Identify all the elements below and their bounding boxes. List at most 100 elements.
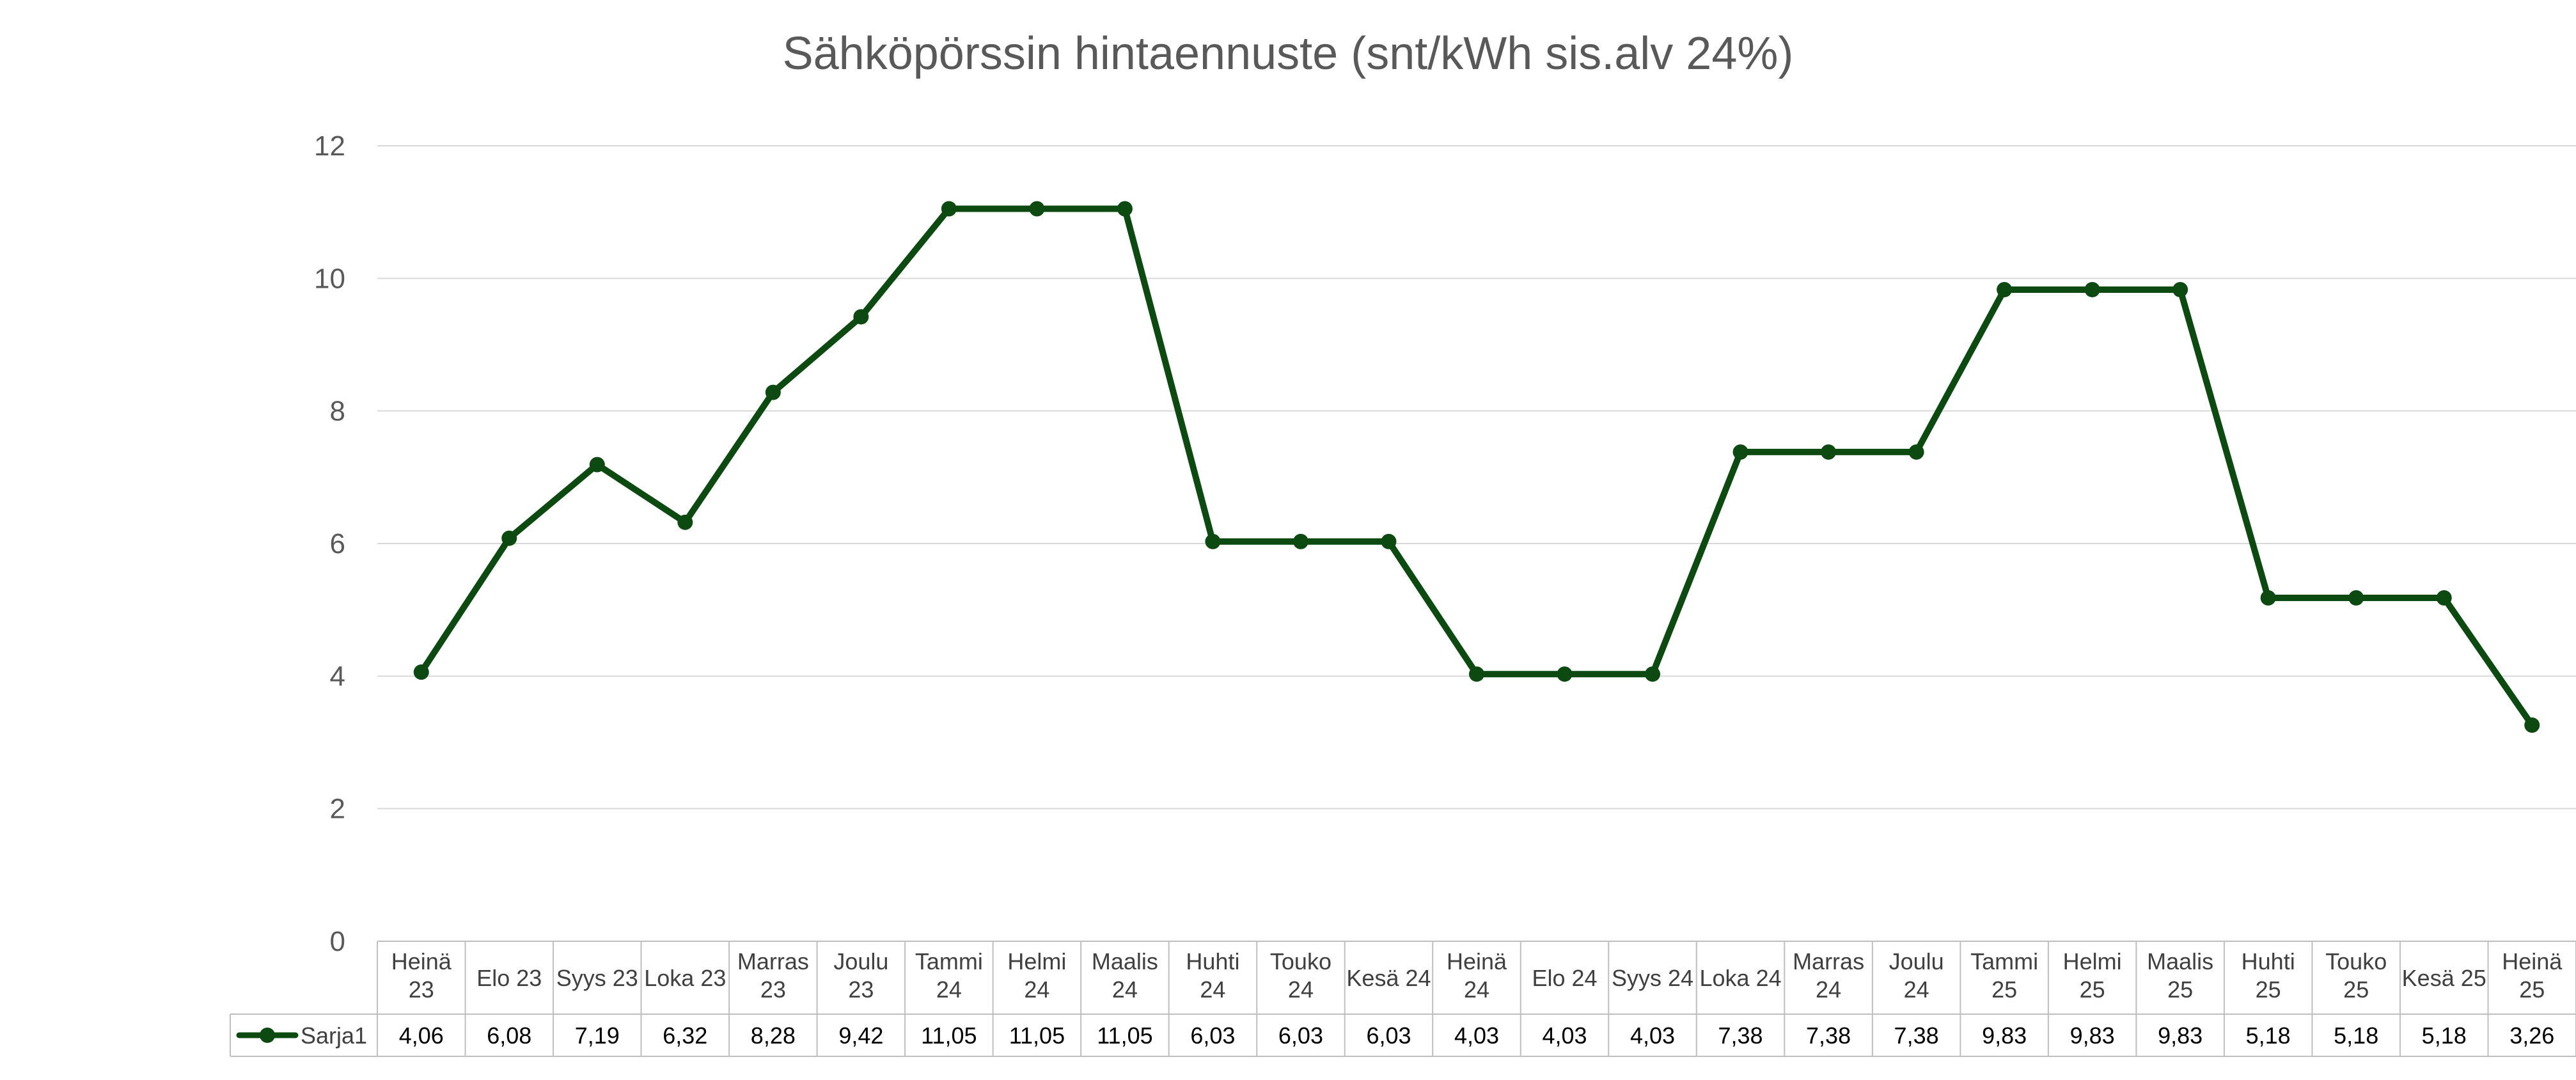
category-label-line: 24 <box>1200 976 1225 1003</box>
data-table-value: 4,03 <box>1542 1022 1587 1049</box>
legend-marker <box>260 1028 275 1043</box>
legend-label: Sarja1 <box>301 1022 367 1049</box>
data-point <box>1732 444 1748 460</box>
data-point <box>1381 533 1397 549</box>
category-label-line: 25 <box>2167 976 2193 1003</box>
data-table-value: 3,26 <box>2509 1022 2554 1049</box>
data-table-value: 5,18 <box>2422 1022 2467 1049</box>
category-label: Joulu 23 <box>833 948 888 1003</box>
y-tick-label: 4 <box>330 661 345 692</box>
data-point <box>589 457 605 473</box>
category-label: Syys 23 <box>556 965 638 991</box>
y-tick-label: 10 <box>314 263 345 294</box>
category-label-line: Maalis <box>2147 948 2213 974</box>
data-table <box>230 941 2576 1057</box>
data-table-value: 6,03 <box>1190 1022 1235 1049</box>
data-point <box>1908 444 1924 460</box>
data-table-value: 11,05 <box>921 1022 977 1049</box>
data-table-value: 7,19 <box>575 1022 620 1049</box>
data-point <box>1557 666 1573 682</box>
category-label: Touko 25 <box>2325 948 2387 1003</box>
y-tick-label: 8 <box>330 396 345 427</box>
data-point <box>1469 666 1484 682</box>
category-label: Marras 24 <box>1793 948 1864 1003</box>
category-label: Marras 23 <box>737 948 809 1003</box>
category-label: Helmi 24 <box>1007 948 1066 1003</box>
data-table-value: 7,38 <box>1806 1022 1851 1049</box>
category-label-line: Helmi <box>1007 948 1066 974</box>
category-label-line: 25 <box>2343 976 2369 1003</box>
category-label-line: 24 <box>936 976 962 1003</box>
series-line <box>418 205 2536 728</box>
category-label: Huhti 25 <box>2242 948 2295 1003</box>
category-label-line: 24 <box>1816 976 1841 1003</box>
category-label-line: Tammi <box>1970 948 2038 974</box>
gridlines <box>377 145 2576 810</box>
data-point <box>1292 533 1308 549</box>
data-point <box>1645 666 1661 682</box>
data-table-value: 9,83 <box>2070 1022 2115 1049</box>
category-label: Heinä 25 <box>2502 948 2563 1003</box>
data-point <box>501 530 517 546</box>
data-point <box>2348 590 2364 606</box>
category-label: Loka 24 <box>1700 965 1782 991</box>
data-point <box>677 514 693 530</box>
category-label-line: 24 <box>1112 976 1138 1003</box>
category-label: Kesä 24 <box>1346 965 1431 991</box>
data-table-value: 9,42 <box>838 1022 883 1049</box>
y-tick-label: 6 <box>330 528 345 560</box>
category-label-line: Heinä <box>391 948 452 974</box>
category-label-line: Helmi <box>2063 948 2122 974</box>
category-label-line: 24 <box>1904 976 1929 1003</box>
category-label-line: Heinä <box>2502 948 2563 974</box>
category-label-line: 23 <box>848 976 874 1003</box>
category-label: Helmi 25 <box>2063 948 2122 1003</box>
data-table-value: 11,05 <box>1097 1022 1152 1049</box>
data-table-value: 5,18 <box>2334 1022 2378 1049</box>
category-label-line: Joulu <box>1889 948 1944 974</box>
category-label: Loka 23 <box>644 965 726 991</box>
data-table-value: 8,28 <box>751 1022 796 1049</box>
data-point <box>1029 201 1045 217</box>
data-table-value: 11,05 <box>1009 1022 1065 1049</box>
category-label: Tammi 25 <box>1970 948 2038 1003</box>
data-table-value: 7,38 <box>1894 1022 1939 1049</box>
category-label: Heinä 23 <box>391 948 452 1003</box>
y-tick-label: 0 <box>330 926 345 957</box>
category-label-line: Tammi <box>915 948 983 974</box>
data-table-value: 4,03 <box>1454 1022 1499 1049</box>
data-point <box>1205 533 1221 549</box>
data-table-value: 7,38 <box>1718 1022 1763 1049</box>
category-label: Huhti 24 <box>1186 948 1239 1003</box>
data-table-value: 6,08 <box>487 1022 531 1049</box>
data-point <box>1997 281 2013 297</box>
y-tick-label: 2 <box>330 794 345 825</box>
data-point <box>2084 281 2100 297</box>
data-table-value: 4,06 <box>399 1022 444 1049</box>
category-label-line: 25 <box>2256 976 2281 1003</box>
category-label-line: Heinä <box>1447 948 1507 974</box>
category-label-line: Marras <box>1793 948 1864 974</box>
chart-title: Sähköpörssin hintaennuste (snt/kWh sis.a… <box>783 28 1794 79</box>
category-label-line: Marras <box>737 948 809 974</box>
category-label-line: 24 <box>1024 976 1049 1003</box>
category-label: Heinä 24 <box>1447 948 1507 1003</box>
data-point <box>853 309 869 325</box>
data-table-value: 6,32 <box>663 1022 707 1049</box>
data-table-value: 5,18 <box>2246 1022 2291 1049</box>
category-label: Kesä 25 <box>2402 965 2486 991</box>
data-point <box>413 664 429 680</box>
category-label-line: Touko <box>2325 948 2387 974</box>
category-label-line: Huhti <box>1186 948 1239 974</box>
category-label: Maalis 25 <box>2147 948 2213 1003</box>
data-point <box>941 201 957 217</box>
data-point <box>765 384 781 400</box>
data-point <box>2260 590 2276 606</box>
y-tick-label: 12 <box>314 130 345 162</box>
category-label: Touko 24 <box>1270 948 1331 1003</box>
category-label-line: Touko <box>1270 948 1331 974</box>
data-table-value: 9,83 <box>1982 1022 2027 1049</box>
category-label-line: 24 <box>1288 976 1314 1003</box>
